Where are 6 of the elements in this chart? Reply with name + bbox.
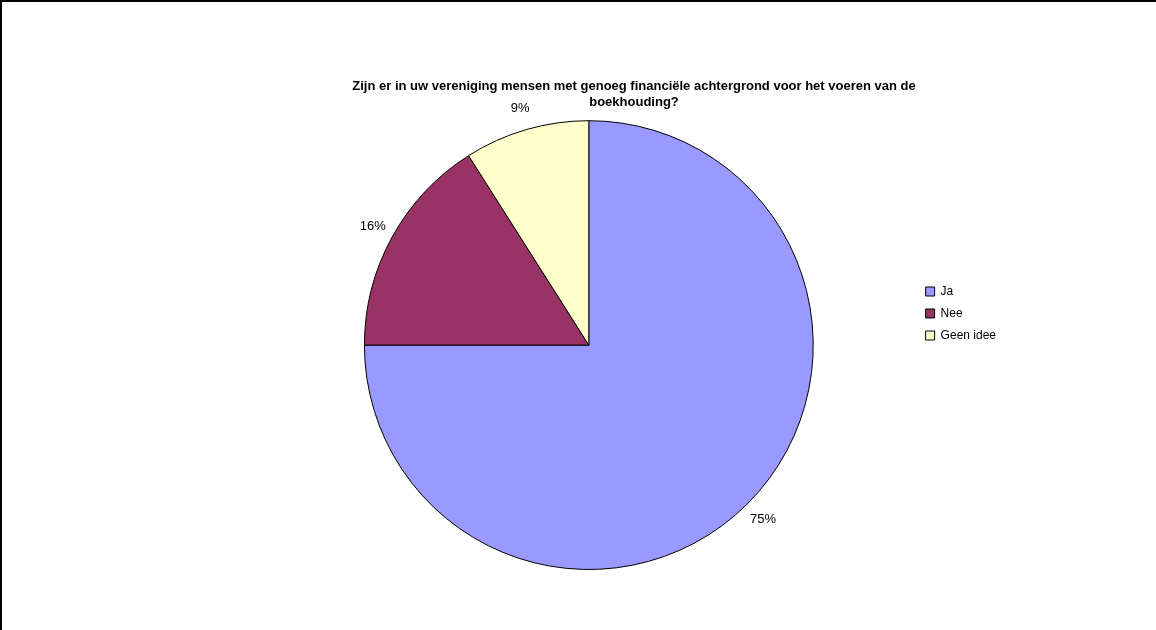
legend-label: Ja (940, 283, 954, 298)
data-label: 75% (750, 510, 777, 526)
data-label: 16% (359, 217, 387, 233)
legend-label: Geen idee (940, 327, 997, 342)
data-label: 9% (510, 100, 530, 116)
legend-label: Nee (940, 305, 963, 320)
